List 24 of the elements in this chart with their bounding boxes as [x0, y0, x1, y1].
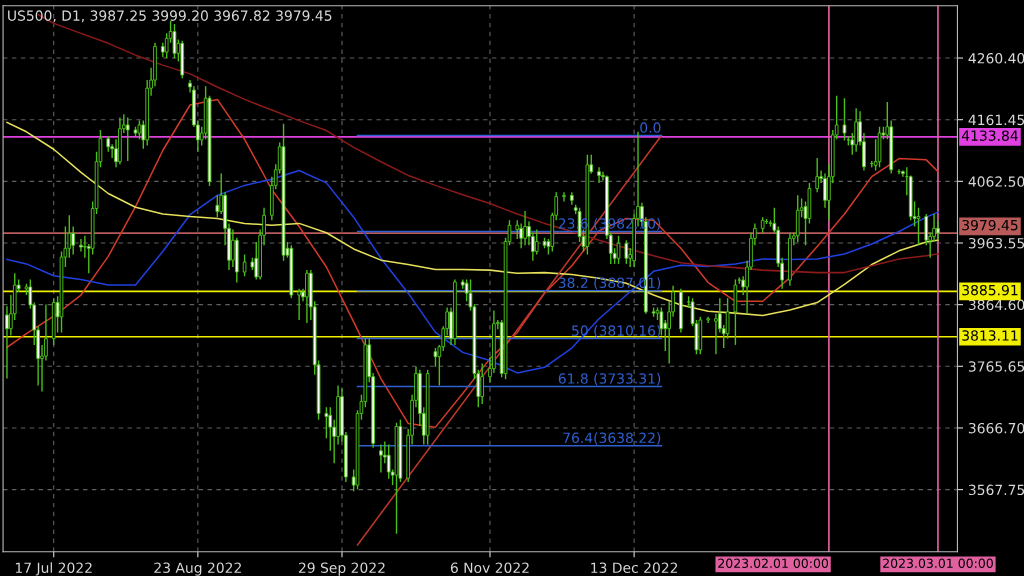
x-tick-label: 6 Nov 2022 — [450, 562, 529, 573]
ref-line-label: 2023.03.01 00:00 — [883, 558, 993, 569]
ref-line-label: 2023.02.01 00:00 — [718, 558, 829, 569]
chart-title: US500, D1, 3987.25 3999.20 3967.82 3979.45 — [8, 10, 332, 23]
series-label: 0.0 — [640, 122, 661, 133]
y-tick-label: 4161.45 — [968, 114, 1024, 126]
x-tick-label: 13 Dec 2022 — [591, 562, 678, 573]
y-tick-label: 4062.50 — [968, 176, 1024, 187]
series-label: 61.8 (3733.31) — [558, 373, 661, 386]
series-label: 50 (3810.16) — [572, 325, 661, 338]
ref-line-label: 3813.11 — [962, 330, 1018, 341]
ref-line-label: 4133.84 — [961, 130, 1018, 141]
y-tick-label: 3963.55 — [968, 237, 1024, 249]
y-tick-label: 3666.70 — [968, 422, 1024, 434]
ref-line-label: 3979.45 — [962, 219, 1018, 231]
y-tick-label: 3765.65 — [968, 361, 1024, 372]
ref-line-label: 3885.91 — [962, 284, 1018, 296]
x-tick-label: 23 Aug 2022 — [154, 562, 241, 576]
series-label: 76.4(3638.22) — [563, 432, 661, 445]
y-tick-label: 3567.75 — [968, 484, 1024, 496]
y-tick-label: 4260.40 — [968, 53, 1024, 64]
x-tick-label: 29 Sep 2022 — [298, 562, 385, 576]
y-tick-label: 3864.60 — [968, 299, 1024, 311]
x-tick-label: 17 Jul 2022 — [15, 562, 92, 576]
